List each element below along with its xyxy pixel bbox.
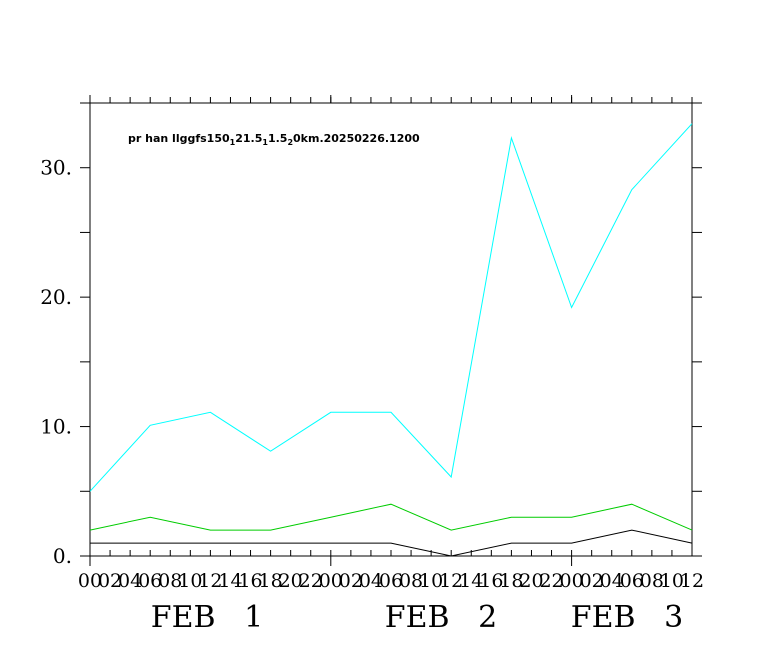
x-tick-label: 08	[158, 570, 182, 592]
x-tick-label: 12	[198, 570, 222, 592]
x-tick-label: 12	[680, 570, 704, 592]
x-tick-label: 04	[359, 570, 383, 592]
series-line-1	[89, 123, 693, 492]
axis-ticks	[80, 95, 702, 566]
series-lines	[89, 123, 693, 557]
plot-frame	[89, 102, 693, 557]
y-tick-label: 0.	[53, 544, 72, 568]
x-tick-label: 10	[419, 570, 443, 592]
title-sub-3: 2	[287, 138, 293, 147]
x-tick-label: 18	[259, 570, 283, 592]
y-axis-labels: 0. 10. 20. 30.	[40, 156, 72, 568]
date-label: FEB 3	[571, 600, 683, 635]
date-labels: FEB 1 FEB 2 FEB 3	[151, 600, 683, 635]
title-part-a: pr han llggfs150	[128, 132, 230, 145]
x-tick-label: 00	[319, 570, 343, 592]
y-tick-label: 30.	[40, 156, 72, 180]
x-tick-label: 14	[218, 570, 242, 592]
x-tick-label: 14	[459, 570, 483, 592]
x-tick-label: 06	[620, 570, 644, 592]
x-axis-labels: 0002040608101214161820220002040608101214…	[78, 570, 704, 592]
x-tick-label: 22	[299, 570, 323, 592]
x-tick-label: 08	[640, 570, 664, 592]
date-label: FEB 2	[385, 600, 497, 635]
x-tick-label: 18	[499, 570, 523, 592]
series-line-2	[89, 503, 693, 531]
x-tick-label: 04	[118, 570, 142, 592]
x-tick-label: 20	[279, 570, 303, 592]
x-tick-label: 02	[339, 570, 363, 592]
chart-title: pr han llggfs150121.511.520km.20250226.1…	[128, 132, 420, 147]
x-tick-label: 02	[580, 570, 604, 592]
x-tick-label: 06	[379, 570, 403, 592]
x-tick-label: 10	[660, 570, 684, 592]
series-line-3	[90, 529, 693, 557]
x-tick-label: 16	[238, 570, 262, 592]
date-label: FEB 1	[151, 600, 263, 635]
x-tick-label: 00	[560, 570, 584, 592]
x-tick-label: 10	[178, 570, 202, 592]
y-tick-label: 20.	[40, 285, 72, 309]
title-sub-2: 1	[262, 138, 268, 147]
x-tick-label: 08	[399, 570, 423, 592]
title-sub-1: 1	[230, 138, 236, 147]
x-tick-label: 02	[98, 570, 122, 592]
x-tick-label: 22	[539, 570, 563, 592]
title-part-b: 21.5	[235, 132, 262, 145]
x-tick-label: 04	[600, 570, 624, 592]
y-tick-label: 10.	[40, 415, 72, 439]
title-part-d: 0km.20250226.1200	[293, 132, 420, 145]
x-tick-label: 00	[78, 570, 102, 592]
x-tick-label: 20	[519, 570, 543, 592]
x-tick-label: 06	[138, 570, 162, 592]
title-part-c: 1.5	[268, 132, 288, 145]
x-tick-label: 12	[439, 570, 463, 592]
x-tick-label: 16	[479, 570, 503, 592]
